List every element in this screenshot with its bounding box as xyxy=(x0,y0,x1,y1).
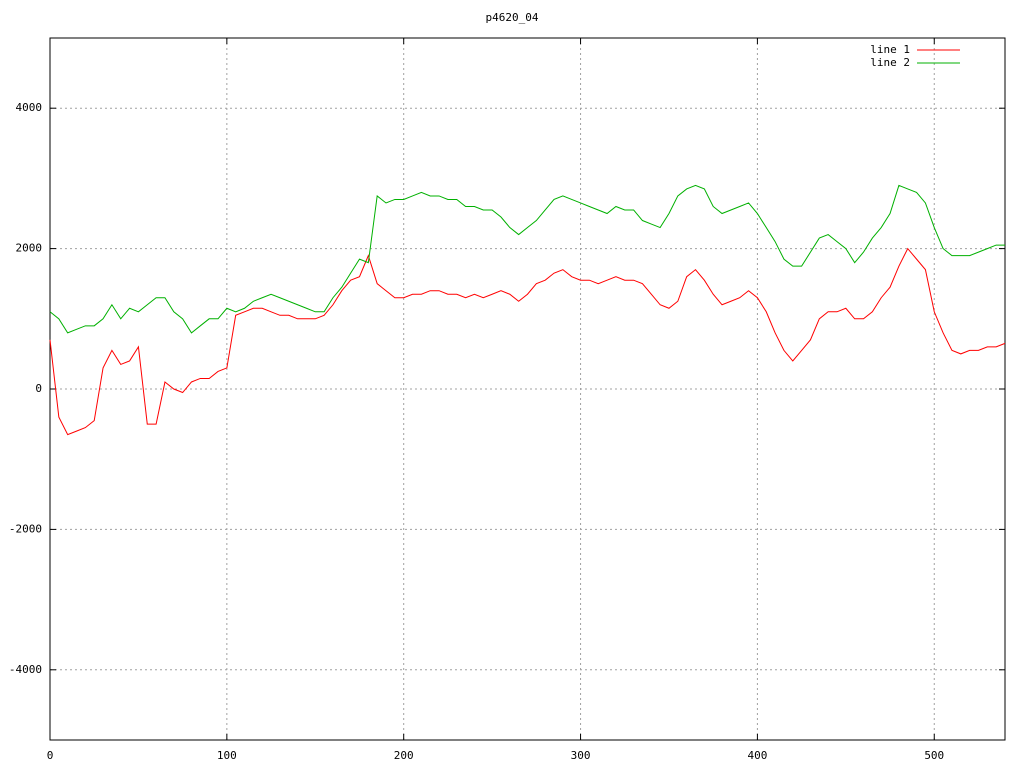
data-line xyxy=(49,247,1006,436)
y-tick-label: 4000 xyxy=(16,101,43,114)
x-tick-label: 300 xyxy=(571,749,591,762)
x-tick-label: 100 xyxy=(217,749,237,762)
plot-frame xyxy=(49,37,1006,741)
chart-title: p4620_04 xyxy=(486,11,539,24)
legend-label: line 2 xyxy=(870,56,910,69)
x-tick-label: 500 xyxy=(924,749,944,762)
x-tick-label: 400 xyxy=(747,749,767,762)
y-tick-label: -4000 xyxy=(9,663,42,676)
data-line xyxy=(49,184,1005,334)
x-tick-label: 200 xyxy=(394,749,414,762)
y-tick-label: 0 xyxy=(35,382,42,395)
x-tick-label: 0 xyxy=(47,749,54,762)
legend-label: line 1 xyxy=(870,43,910,56)
y-tick-label: -2000 xyxy=(9,522,42,535)
y-tick-label: 2000 xyxy=(16,242,43,255)
